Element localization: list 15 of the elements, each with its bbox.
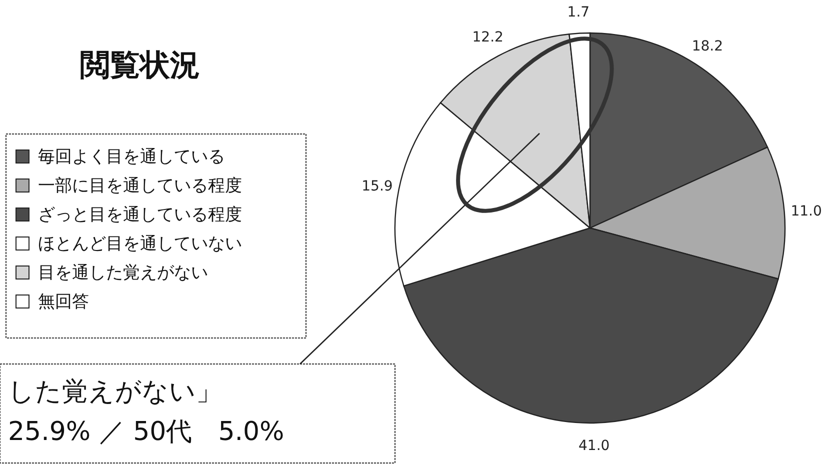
data-label: 11.0 [790,203,822,220]
legend-label: ほとんど目を通していない [38,234,242,254]
legend-label: 無回答 [38,292,89,312]
data-label: 18.2 [692,38,724,55]
data-label: 15.9 [362,178,393,194]
legend-label: ざっと目を通している程度 [38,205,242,225]
data-label: 41.0 [578,438,610,454]
data-label: 12.2 [472,30,504,46]
legend-label: 一部に目を通している程度 [38,176,242,196]
legend-label: 目を通した覚えがない [38,263,208,283]
legend-label: 毎回よく目を通している [38,147,225,167]
data-label: 1.7 [567,4,590,20]
text: 閲覧状況 [80,48,200,83]
text: した覚えがない」 [8,377,222,407]
text: 25.9% ／ 50代 5.0% [8,417,284,447]
